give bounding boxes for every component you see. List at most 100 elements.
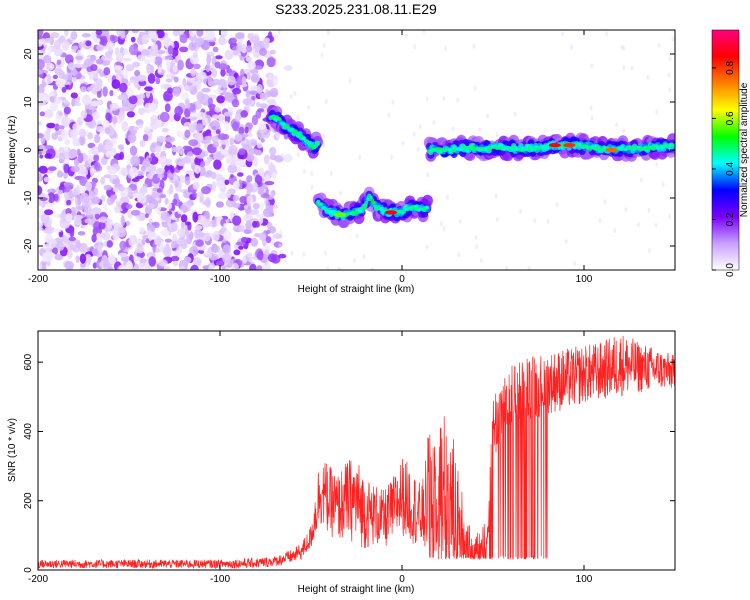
spectrogram-noise-mark [47, 201, 55, 208]
spectrogram-noise-mark [256, 265, 263, 270]
spectrogram-noise-mark [256, 83, 263, 95]
spectrogram-noise-mark [70, 92, 78, 99]
colorbar-gradient [711, 29, 740, 271]
spectrogram-noise-mark [68, 236, 77, 242]
spectrogram-noise-mark [79, 253, 87, 264]
spectrogram-noise-mark [266, 90, 273, 97]
spectrogram-signal-mark [402, 210, 407, 214]
spectrogram-signal-mark [361, 206, 366, 211]
spectrogram-noise-mark [193, 63, 201, 70]
spectrogram-noise-mark [73, 189, 79, 195]
spectrogram-noise-mark [242, 256, 247, 264]
spectrogram-noise-mark [227, 164, 238, 174]
spectrogram-noise-mark [85, 40, 92, 47]
spectrogram-noise-mark [245, 45, 253, 53]
spectrogram-noise-mark [108, 257, 117, 265]
spectrogram-noise-mark [39, 145, 46, 151]
spectrogram-noise-mark [126, 88, 134, 97]
spectrogram-noise-mark [120, 215, 126, 227]
spectrogram-noise-mark [215, 129, 221, 135]
spectrogram-noise-mark [123, 48, 129, 56]
spectrogram-noise-mark [224, 49, 234, 60]
spectrogram-noise-mark [153, 56, 163, 66]
spectrogram-noise-mark [215, 55, 223, 60]
spectrogram-noise-mark [49, 35, 54, 46]
spectrogram-noise-mark [192, 257, 202, 267]
spectrogram-noise-mark [196, 192, 204, 197]
spectrogram-noise-mark [165, 78, 173, 83]
spectrogram-noise-mark [94, 37, 101, 44]
spectrogram-noise-mark [38, 208, 43, 216]
spectrogram-noise-mark [95, 212, 100, 220]
spectrogram-noise-mark [65, 213, 72, 223]
spectrogram-noise-mark [120, 167, 129, 177]
snr-y-label: SNR (10 * v/v) [7, 418, 18, 482]
spectrogram-noise-mark [50, 32, 60, 39]
spectrogram-noise-mark [112, 178, 121, 185]
spectrogram-noise-mark [56, 125, 65, 130]
spectrogram-noise-mark [164, 55, 173, 61]
spectrogram-speckle-mark [590, 115, 594, 121]
spectrogram-noise-mark [172, 198, 178, 205]
spectrogram-noise-mark [77, 231, 86, 236]
spectrogram-noise-mark [262, 37, 271, 43]
spectrogram-noise-mark [109, 89, 114, 97]
x-tick-label: 0 [399, 274, 405, 285]
spectrogram-noise-mark [95, 30, 103, 36]
spectrogram-noise-mark [64, 260, 74, 270]
spectrogram-noise-mark [156, 50, 166, 55]
spectrogram-speckle-mark [322, 133, 325, 139]
spectrogram-speckle-mark [630, 65, 634, 71]
spectrogram-speckle-mark [472, 43, 476, 49]
spectrogram-noise-mark [270, 189, 276, 197]
spectrogram-noise-mark [43, 54, 52, 64]
spectrogram-speckle-mark [478, 127, 482, 133]
spectrogram-noise-mark [205, 62, 211, 73]
spectrogram-noise-mark [260, 138, 265, 143]
spectrogram-noise-mark [38, 185, 43, 196]
spectrogram-speckle-mark [326, 30, 330, 36]
spectrogram-noise-mark [189, 231, 194, 240]
chart-title: S233.2025.231.08.11.E29 [275, 1, 437, 17]
spectrogram-noise-mark [81, 94, 92, 106]
y-tick-label: -20 [23, 238, 34, 253]
spectrogram-noise-mark [176, 238, 185, 246]
spectrogram-noise-mark [119, 151, 125, 160]
spectrogram-noise-mark [90, 64, 98, 72]
spectrogram-noise-mark [245, 154, 255, 162]
spectrogram-speckle-mark [655, 161, 659, 167]
spectrogram-noise-mark [256, 142, 263, 149]
spectrogram-noise-mark [84, 218, 92, 224]
spectrogram-noise-mark [259, 103, 268, 109]
spectrogram-noise-mark [192, 211, 199, 223]
spectrogram-speckle-mark [418, 124, 422, 130]
spectrogram-noise-mark [265, 229, 271, 235]
spectrogram-noise-mark [233, 180, 240, 189]
spectrogram-noise-mark [69, 226, 75, 238]
spectrogram-noise-mark [60, 129, 69, 140]
spectrogram-speckle-mark [646, 74, 650, 80]
spectrogram-noise-mark [215, 201, 224, 208]
spectrogram-speckle-mark [668, 56, 672, 62]
spectrogram-speckle-mark [362, 254, 366, 260]
spectrogram-noise-mark [144, 126, 151, 132]
spectrogram-noise-mark [95, 58, 104, 65]
snr-x-label: Height of straight line (km) [298, 584, 415, 595]
colorbar-label: Normalized spectral amplitude [739, 82, 750, 217]
spectrogram-noise-mark [278, 253, 287, 259]
spectrogram-noise-mark [118, 110, 125, 121]
spectrogram-noise-mark [70, 165, 80, 173]
spectrogram-speckle-mark [570, 44, 573, 50]
spectrogram-noise-mark [160, 229, 171, 237]
spectrogram-noise-mark [206, 54, 212, 65]
spectrogram-noise-mark [71, 45, 79, 51]
spectrogram-noise-mark [184, 129, 191, 138]
spectrogram-noise-mark [238, 224, 245, 233]
spectrogram-noise-mark [74, 102, 82, 107]
spectrogram-speckle-mark [661, 181, 665, 187]
spectrogram-noise-mark [165, 136, 176, 143]
spectrogram-noise-mark [200, 215, 205, 225]
spectrogram-noise-mark [219, 139, 229, 145]
spectrogram-signal-mark [365, 197, 370, 202]
spectrogram-noise-mark [95, 232, 102, 244]
